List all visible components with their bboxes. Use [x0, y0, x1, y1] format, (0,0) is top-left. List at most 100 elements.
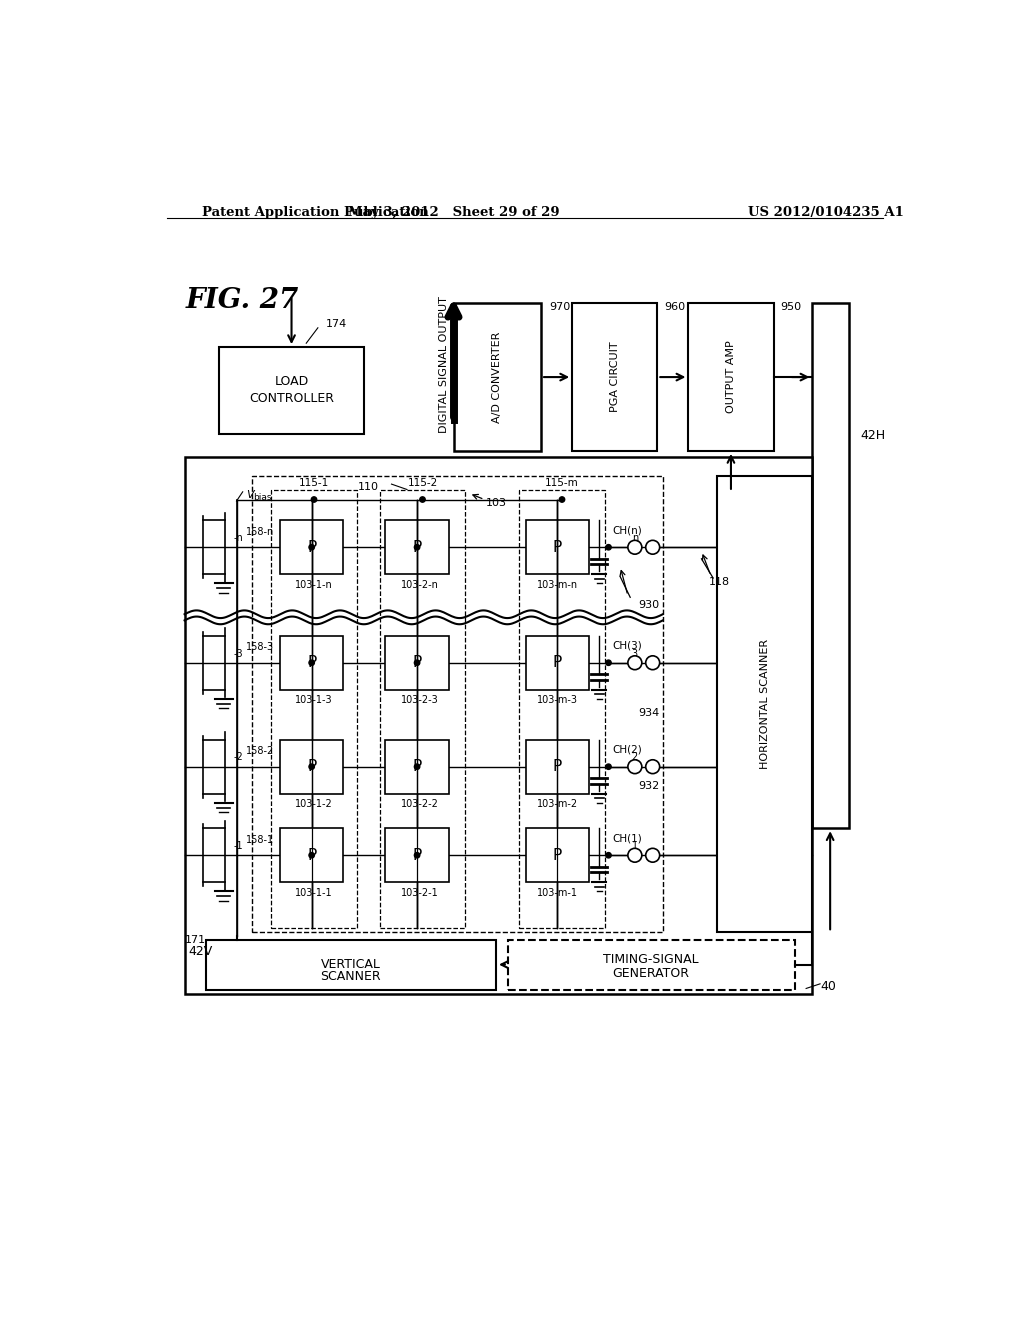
Text: FIG. 27: FIG. 27 — [186, 288, 299, 314]
Text: P: P — [413, 759, 422, 775]
Text: 103-1-2: 103-1-2 — [295, 800, 333, 809]
Bar — [519, 490, 604, 928]
Text: A/D CONVERTER: A/D CONVERTER — [492, 331, 502, 422]
Text: P: P — [413, 540, 422, 554]
Bar — [525, 829, 589, 882]
Text: PGA CIRCUIT: PGA CIRCUIT — [609, 342, 620, 412]
Text: P: P — [553, 655, 562, 671]
Text: P: P — [307, 540, 316, 554]
Text: P: P — [553, 759, 562, 775]
Circle shape — [606, 853, 611, 858]
Text: 3: 3 — [632, 648, 638, 659]
Bar — [717, 477, 812, 932]
Text: 103-m-1: 103-m-1 — [537, 888, 578, 898]
Bar — [280, 739, 343, 793]
Text: 103-m-3: 103-m-3 — [537, 696, 578, 705]
Circle shape — [606, 660, 611, 665]
Circle shape — [606, 545, 611, 550]
Text: P: P — [413, 655, 422, 671]
Text: DIGITAL SIGNAL OUTPUT: DIGITAL SIGNAL OUTPUT — [439, 296, 450, 433]
Text: V: V — [246, 490, 253, 500]
Text: US 2012/0104235 A1: US 2012/0104235 A1 — [748, 206, 904, 219]
Text: 103-2-1: 103-2-1 — [400, 888, 438, 898]
Bar — [280, 520, 343, 574]
Text: 158-n: 158-n — [246, 527, 274, 537]
Circle shape — [309, 853, 314, 858]
Text: 103-1-1: 103-1-1 — [295, 888, 333, 898]
Circle shape — [309, 545, 314, 550]
Text: May 3, 2012   Sheet 29 of 29: May 3, 2012 Sheet 29 of 29 — [348, 206, 559, 219]
Text: 950: 950 — [780, 302, 802, 312]
Text: P: P — [307, 847, 316, 863]
Text: 103-m-2: 103-m-2 — [537, 800, 578, 809]
Circle shape — [628, 656, 642, 669]
Text: VERTICAL: VERTICAL — [321, 958, 380, 972]
Bar — [385, 520, 449, 574]
Bar — [385, 636, 449, 689]
Text: 158-1: 158-1 — [246, 834, 274, 845]
Circle shape — [415, 660, 420, 665]
Text: 103: 103 — [485, 498, 507, 508]
Text: P: P — [307, 759, 316, 775]
Text: 103-2-3: 103-2-3 — [400, 696, 438, 705]
Text: 42H: 42H — [860, 429, 886, 442]
Text: 930: 930 — [638, 601, 659, 610]
Text: 115-1: 115-1 — [299, 478, 329, 488]
Circle shape — [415, 764, 420, 770]
Text: 932: 932 — [638, 781, 659, 791]
Circle shape — [559, 496, 564, 502]
Text: 158-2: 158-2 — [246, 746, 274, 756]
Bar — [206, 940, 496, 990]
Text: CH(1): CH(1) — [612, 833, 642, 843]
Text: 934: 934 — [638, 708, 659, 718]
Text: 103-1-3: 103-1-3 — [295, 696, 333, 705]
Bar — [688, 304, 773, 451]
Text: CH(n): CH(n) — [612, 525, 642, 536]
Text: 103-1-n: 103-1-n — [295, 579, 333, 590]
Text: -3: -3 — [233, 648, 243, 659]
Circle shape — [646, 849, 659, 862]
Text: -n: -n — [233, 533, 243, 543]
Text: P: P — [413, 847, 422, 863]
Circle shape — [628, 760, 642, 774]
Bar — [525, 520, 589, 574]
Bar — [385, 829, 449, 882]
Text: CONTROLLER: CONTROLLER — [249, 392, 334, 405]
Text: 171: 171 — [184, 935, 206, 945]
Circle shape — [646, 540, 659, 554]
Bar — [219, 347, 365, 434]
Circle shape — [646, 760, 659, 774]
Circle shape — [311, 496, 316, 502]
Text: OUTPUT AMP: OUTPUT AMP — [726, 341, 736, 413]
Text: -1: -1 — [233, 841, 243, 851]
Bar — [525, 636, 589, 689]
Bar — [280, 829, 343, 882]
Circle shape — [646, 656, 659, 669]
Text: 970: 970 — [549, 302, 570, 312]
Text: LOAD: LOAD — [274, 375, 308, 388]
Circle shape — [420, 496, 425, 502]
Text: -2: -2 — [233, 752, 243, 763]
Text: 103-2-2: 103-2-2 — [400, 800, 438, 809]
Text: GENERATOR: GENERATOR — [612, 966, 689, 979]
Text: 115-2: 115-2 — [408, 478, 437, 488]
Text: CH(2): CH(2) — [612, 744, 642, 755]
Text: 174: 174 — [326, 319, 347, 329]
Text: 1: 1 — [632, 841, 638, 851]
Circle shape — [309, 764, 314, 770]
Text: P: P — [307, 655, 316, 671]
Bar — [184, 457, 812, 994]
Text: 2: 2 — [632, 752, 638, 763]
Text: TIMING-SIGNAL: TIMING-SIGNAL — [603, 953, 699, 966]
Text: 118: 118 — [710, 577, 730, 587]
Text: bias: bias — [254, 494, 272, 503]
Text: SCANNER: SCANNER — [321, 970, 381, 982]
Text: n: n — [632, 533, 638, 543]
Text: 960: 960 — [665, 302, 685, 312]
Circle shape — [628, 540, 642, 554]
Text: 110: 110 — [357, 482, 379, 492]
Bar — [380, 490, 465, 928]
Bar — [252, 477, 663, 932]
Circle shape — [415, 545, 420, 550]
Text: 40: 40 — [820, 979, 836, 993]
